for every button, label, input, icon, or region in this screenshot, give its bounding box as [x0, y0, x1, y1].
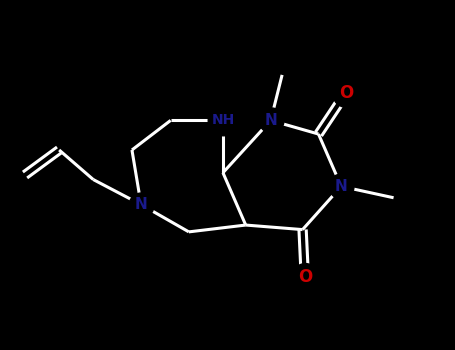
Text: NH: NH	[211, 113, 235, 127]
Text: N: N	[335, 179, 348, 194]
Text: N: N	[264, 113, 277, 128]
Text: O: O	[339, 84, 353, 102]
Text: N: N	[135, 197, 147, 212]
Text: O: O	[298, 268, 312, 286]
